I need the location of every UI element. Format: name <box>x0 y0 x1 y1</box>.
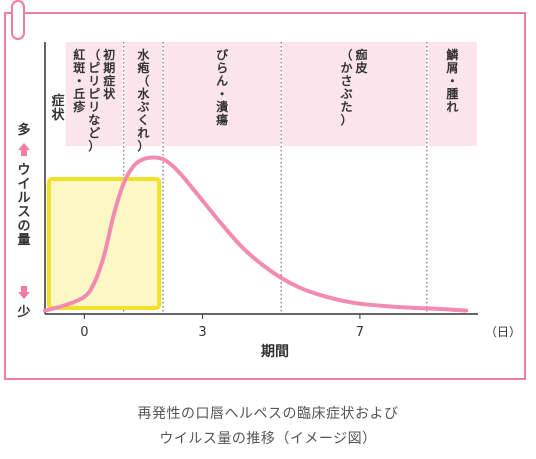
y-high-label: 多 <box>17 122 30 138</box>
x-tick-label-3: 3 <box>198 325 206 340</box>
phase-label-2-0-char: 瘍 <box>216 112 228 127</box>
x-axis-label: 期間 <box>261 344 289 360</box>
phase-band-3 <box>282 42 426 146</box>
phase-label-0-2-char: ・ <box>73 74 85 88</box>
phase-label-0-2-char: 斑 <box>73 60 85 75</box>
phase-label-0-1-char: ピ <box>88 61 100 75</box>
phase-label-0-2-char: 丘 <box>73 86 85 101</box>
phase-label-4-0-char: 腫 <box>446 86 458 101</box>
phase-label-3-1-char: た <box>340 100 352 114</box>
phase-label-4-0-char: 鱗 <box>445 47 459 62</box>
phase-label-3-1-char: ぶ <box>339 87 352 101</box>
phase-label-3-1-char: ） <box>340 112 352 127</box>
phase-label-1-0-char: く <box>137 113 149 127</box>
phase-label-2-0-char: 潰 <box>216 99 228 114</box>
phase-label-0-0-char: 症 <box>103 73 115 88</box>
phase-label-2-0: びらん・潰瘍 <box>216 47 229 127</box>
paperclip-icon <box>11 0 25 40</box>
chart-subtitle: ウイルス量の推移（イメージ図） <box>159 431 377 447</box>
x-tick-label-7: 7 <box>356 325 364 340</box>
phase-label-0-1-char: リ <box>88 74 100 88</box>
phase-label-0-0-char: 期 <box>103 60 115 75</box>
y-axis-label-char: ウ <box>17 163 30 178</box>
chart-title: 再発性の口唇ヘルペスの臨床症状および <box>137 406 399 422</box>
virus-load-line-0 <box>43 155 469 313</box>
phase-label-0-1-char: な <box>88 113 100 127</box>
phase-label-4-0-char: ・ <box>446 74 458 88</box>
arrow-up-icon <box>18 143 30 156</box>
y-low-label: 少 <box>16 304 30 320</box>
phase-label-1-0-char: 水 <box>137 47 150 62</box>
phase-band-0 <box>65 42 123 146</box>
highlight-box <box>46 177 162 310</box>
phase-label-0-1-char: リ <box>88 100 100 114</box>
phase-label-1-0-char: ） <box>137 138 149 153</box>
y-axis-label-char: ス <box>17 205 30 220</box>
phase-label-0-0-char: 初 <box>103 47 115 62</box>
phase-band-2 <box>164 42 281 146</box>
phase-label-0-1-char: （ <box>88 47 100 62</box>
phase-label-4-0: 鱗屑・腫れ <box>445 47 459 114</box>
phase-label-0-2-char: 疹 <box>73 99 86 114</box>
y-axis-label-char: ル <box>17 191 30 206</box>
phase-label-4-0-char: れ <box>446 100 458 114</box>
phase-label-1-0-char: 水 <box>137 86 150 101</box>
y-axis-label-char: 量 <box>17 233 30 248</box>
phase-label-3-0-char: 皮 <box>354 60 367 75</box>
phase-label-1-0-char: れ <box>137 126 149 140</box>
phase-label-0-0-char: 状 <box>103 86 116 101</box>
phase-label-0-2-char: 紅 <box>73 47 85 62</box>
phase-band-4 <box>427 42 477 146</box>
phase-band-1 <box>124 42 163 146</box>
symptom-axis-label-char: 状 <box>51 107 65 123</box>
y-axis-label-char: の <box>17 219 30 234</box>
phase-label-3-1-char: か <box>340 61 352 75</box>
arrow-down-icon <box>18 286 30 299</box>
symptom-axis-label: 症状 <box>51 93 65 123</box>
phase-label-2-0-char: ・ <box>216 87 228 101</box>
phase-label-0-1-char: ピ <box>88 87 100 101</box>
phase-label-1-0-char: （ <box>137 73 149 88</box>
phase-label-3-1-char: （ <box>340 47 352 62</box>
phase-label-0-1-char: ど <box>88 126 100 140</box>
phase-label-0-2: 紅斑・丘疹 <box>73 47 86 114</box>
phase-label-1-0-char: 疱 <box>137 60 149 75</box>
phase-label-3-0-char: 痂 <box>355 47 367 62</box>
phase-label-2-0-char: ん <box>216 74 228 88</box>
phase-label-2-0-char: ら <box>216 61 228 75</box>
phase-label-2-0-char: び <box>216 47 229 62</box>
x-tick-label-0: 0 <box>80 325 88 340</box>
phase-label-0-1-char: ） <box>88 138 100 153</box>
y-axis-label-char: イ <box>17 177 30 192</box>
phase-label-3-0: 痂皮 <box>354 47 367 75</box>
phase-label-3-1-char: さ <box>340 74 352 88</box>
phase-label-4-0-char: 屑 <box>445 61 458 75</box>
x-unit-label: （日） <box>485 325 521 339</box>
phase-label-1-0-char: ぶ <box>136 100 149 114</box>
symptom-axis-label-char: 症 <box>51 93 64 109</box>
